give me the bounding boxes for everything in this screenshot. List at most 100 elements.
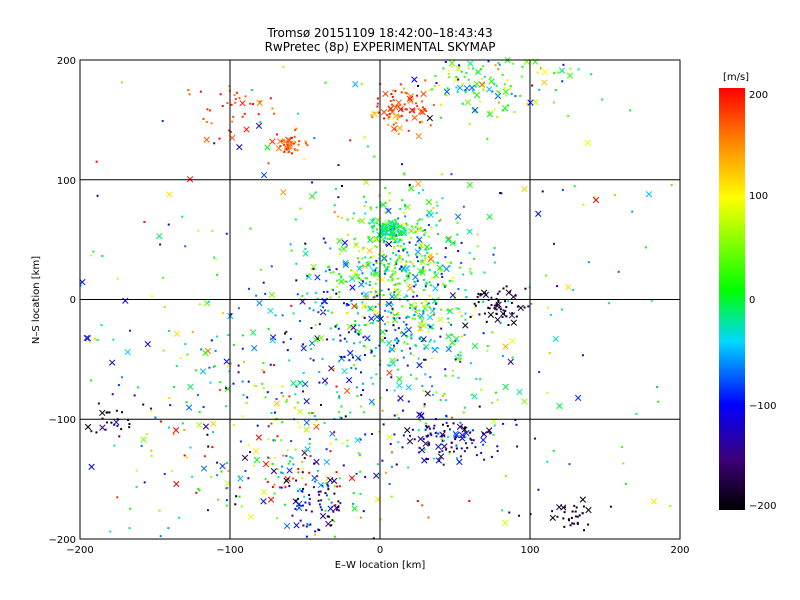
scatter-dot bbox=[108, 411, 111, 414]
scatter-dot bbox=[527, 305, 530, 308]
scatter-dot bbox=[378, 257, 381, 260]
scatter-dot bbox=[455, 444, 458, 447]
scatter-dot bbox=[446, 87, 449, 90]
scatter-dot bbox=[270, 422, 273, 425]
scatter-dot bbox=[374, 346, 377, 349]
scatter-dot bbox=[480, 451, 483, 454]
scatter-dot bbox=[259, 121, 262, 124]
scatter-dot bbox=[421, 106, 424, 109]
scatter-dot bbox=[385, 268, 388, 271]
scatter-dot bbox=[385, 243, 388, 246]
scatter-cross bbox=[487, 311, 495, 318]
scatter-dot bbox=[353, 238, 356, 241]
scatter-dot bbox=[456, 221, 459, 224]
scatter-dot bbox=[378, 253, 381, 256]
scatter-dot bbox=[335, 324, 338, 327]
x-tick-label: −100 bbox=[216, 545, 243, 556]
scatter-dot bbox=[447, 309, 450, 312]
scatter-dot bbox=[384, 236, 387, 239]
scatter-dot bbox=[514, 294, 517, 297]
scatter-dot bbox=[454, 358, 457, 361]
scatter-dot bbox=[291, 514, 294, 517]
scatter-dot bbox=[245, 401, 248, 404]
scatter-cross bbox=[390, 125, 398, 133]
scatter-cross bbox=[373, 472, 380, 479]
scatter-dot bbox=[450, 441, 453, 444]
scatter-cross bbox=[443, 88, 451, 95]
scatter-dot bbox=[202, 117, 205, 120]
scatter-dot bbox=[450, 446, 453, 449]
scatter-dot bbox=[371, 382, 374, 385]
scatter-dot bbox=[383, 223, 386, 226]
scatter-dot bbox=[404, 205, 407, 208]
scatter-dot bbox=[396, 342, 399, 345]
scatter-dot bbox=[197, 229, 200, 232]
scatter-dot bbox=[446, 424, 449, 427]
scatter-dot bbox=[302, 390, 305, 393]
scatter-dot bbox=[219, 381, 222, 384]
scatter-dot bbox=[298, 426, 301, 429]
scatter-cross bbox=[437, 316, 444, 323]
scatter-dot bbox=[374, 282, 377, 285]
scatter-cross bbox=[277, 138, 284, 145]
scatter-dot bbox=[120, 376, 123, 379]
scatter-dot bbox=[385, 301, 388, 304]
scatter-dot bbox=[273, 483, 276, 486]
scatter-dot bbox=[450, 280, 453, 283]
scatter-dot bbox=[476, 295, 479, 298]
scatter-dot bbox=[381, 459, 384, 462]
scatter-dot bbox=[291, 457, 294, 460]
scatter-dot bbox=[393, 226, 396, 229]
scatter-dot bbox=[221, 104, 224, 107]
scatter-dot bbox=[104, 428, 107, 431]
scatter-dot bbox=[392, 247, 395, 250]
scatter-dot bbox=[407, 129, 410, 132]
scatter-dot bbox=[191, 331, 194, 334]
scatter-dot bbox=[387, 279, 390, 282]
scatter-dot bbox=[383, 117, 386, 120]
scatter-dot bbox=[308, 497, 311, 500]
scatter-dot bbox=[469, 430, 472, 433]
scatter-dot bbox=[354, 243, 357, 246]
scatter-dot bbox=[329, 327, 332, 330]
scatter-dot bbox=[464, 436, 467, 439]
scatter-dot bbox=[408, 434, 411, 437]
scatter-dot bbox=[400, 265, 403, 268]
scatter-dot bbox=[452, 422, 455, 425]
scatter-cross bbox=[219, 462, 226, 470]
scatter-dot bbox=[276, 517, 279, 520]
scatter-cross bbox=[387, 105, 394, 113]
scatter-dot bbox=[226, 461, 229, 464]
scatter-dot bbox=[343, 356, 346, 359]
scatter-dot bbox=[365, 282, 368, 285]
scatter-dot bbox=[418, 309, 421, 312]
scatter-dot bbox=[143, 220, 146, 223]
scatter-dot bbox=[376, 319, 379, 322]
scatter-dot bbox=[339, 334, 342, 337]
scatter-dot bbox=[416, 312, 419, 315]
scatter-dot bbox=[376, 102, 379, 105]
scatter-dot bbox=[448, 450, 451, 453]
scatter-cross bbox=[346, 323, 354, 330]
scatter-dot bbox=[401, 446, 404, 449]
scatter-dot bbox=[415, 377, 418, 380]
scatter-dot bbox=[401, 163, 404, 166]
scatter-dot bbox=[312, 412, 315, 415]
scatter-dot bbox=[421, 100, 424, 103]
scatter-dot bbox=[338, 485, 341, 488]
scatter-cross bbox=[443, 265, 450, 273]
scatter-dot bbox=[355, 304, 358, 307]
scatter-dot bbox=[305, 142, 308, 145]
scatter-dot bbox=[406, 335, 409, 338]
scatter-dot bbox=[377, 430, 380, 433]
scatter-dot bbox=[312, 267, 315, 270]
scatter-dot bbox=[96, 339, 99, 342]
scatter-dot bbox=[425, 248, 428, 251]
scatter-dot bbox=[296, 293, 299, 296]
scatter-dot bbox=[483, 75, 486, 78]
scatter-cross bbox=[397, 106, 404, 113]
scatter-dot bbox=[207, 300, 210, 303]
scatter-dot bbox=[448, 279, 451, 282]
scatter-dot bbox=[384, 233, 387, 236]
scatter-dot bbox=[380, 234, 383, 237]
